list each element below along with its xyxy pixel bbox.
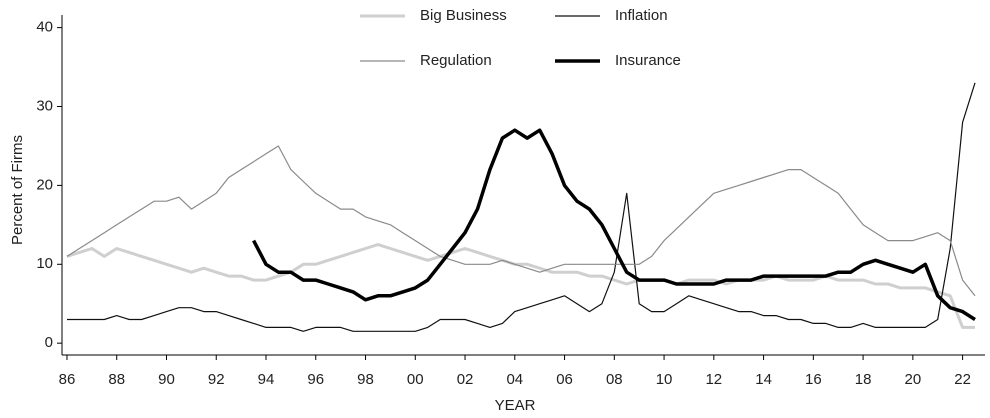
x-tick-label: 92 — [208, 371, 225, 388]
x-tick-label: 08 — [606, 371, 623, 388]
legend-label: Big Business — [420, 7, 507, 24]
legend-label: Inflation — [615, 7, 668, 24]
x-tick-label: 14 — [755, 371, 772, 388]
series-line — [67, 82, 976, 332]
legend-label: Regulation — [420, 52, 492, 69]
x-tick-label: 90 — [158, 371, 175, 388]
x-tick-label: 98 — [357, 371, 374, 388]
x-tick-label: 22 — [954, 371, 971, 388]
y-tick-label: 0 — [45, 334, 53, 351]
x-tick-label: 18 — [855, 371, 872, 388]
y-tick-label: 10 — [36, 255, 53, 272]
x-tick-label: 94 — [258, 371, 275, 388]
y-tick-label: 20 — [36, 176, 53, 193]
x-tick-label: 00 — [407, 371, 424, 388]
x-tick-label: 16 — [805, 371, 822, 388]
x-tick-label: 20 — [905, 371, 922, 388]
x-tick-label: 02 — [457, 371, 474, 388]
x-axis-label: YEAR — [495, 397, 536, 414]
x-tick-label: 86 — [59, 371, 76, 388]
x-tick-label: 06 — [556, 371, 573, 388]
x-tick-label: 10 — [656, 371, 673, 388]
x-tick-label: 04 — [506, 371, 523, 388]
y-tick-label: 30 — [36, 97, 53, 114]
y-tick-label: 40 — [36, 19, 53, 36]
series-line — [66, 145, 976, 297]
legend-label: Insurance — [615, 52, 681, 69]
x-tick-label: 88 — [108, 371, 125, 388]
y-axis-label: Percent of Firms — [9, 135, 26, 245]
x-tick-label: 12 — [705, 371, 722, 388]
series-line — [252, 128, 976, 321]
x-tick-label: 96 — [307, 371, 324, 388]
series-line — [66, 243, 975, 329]
